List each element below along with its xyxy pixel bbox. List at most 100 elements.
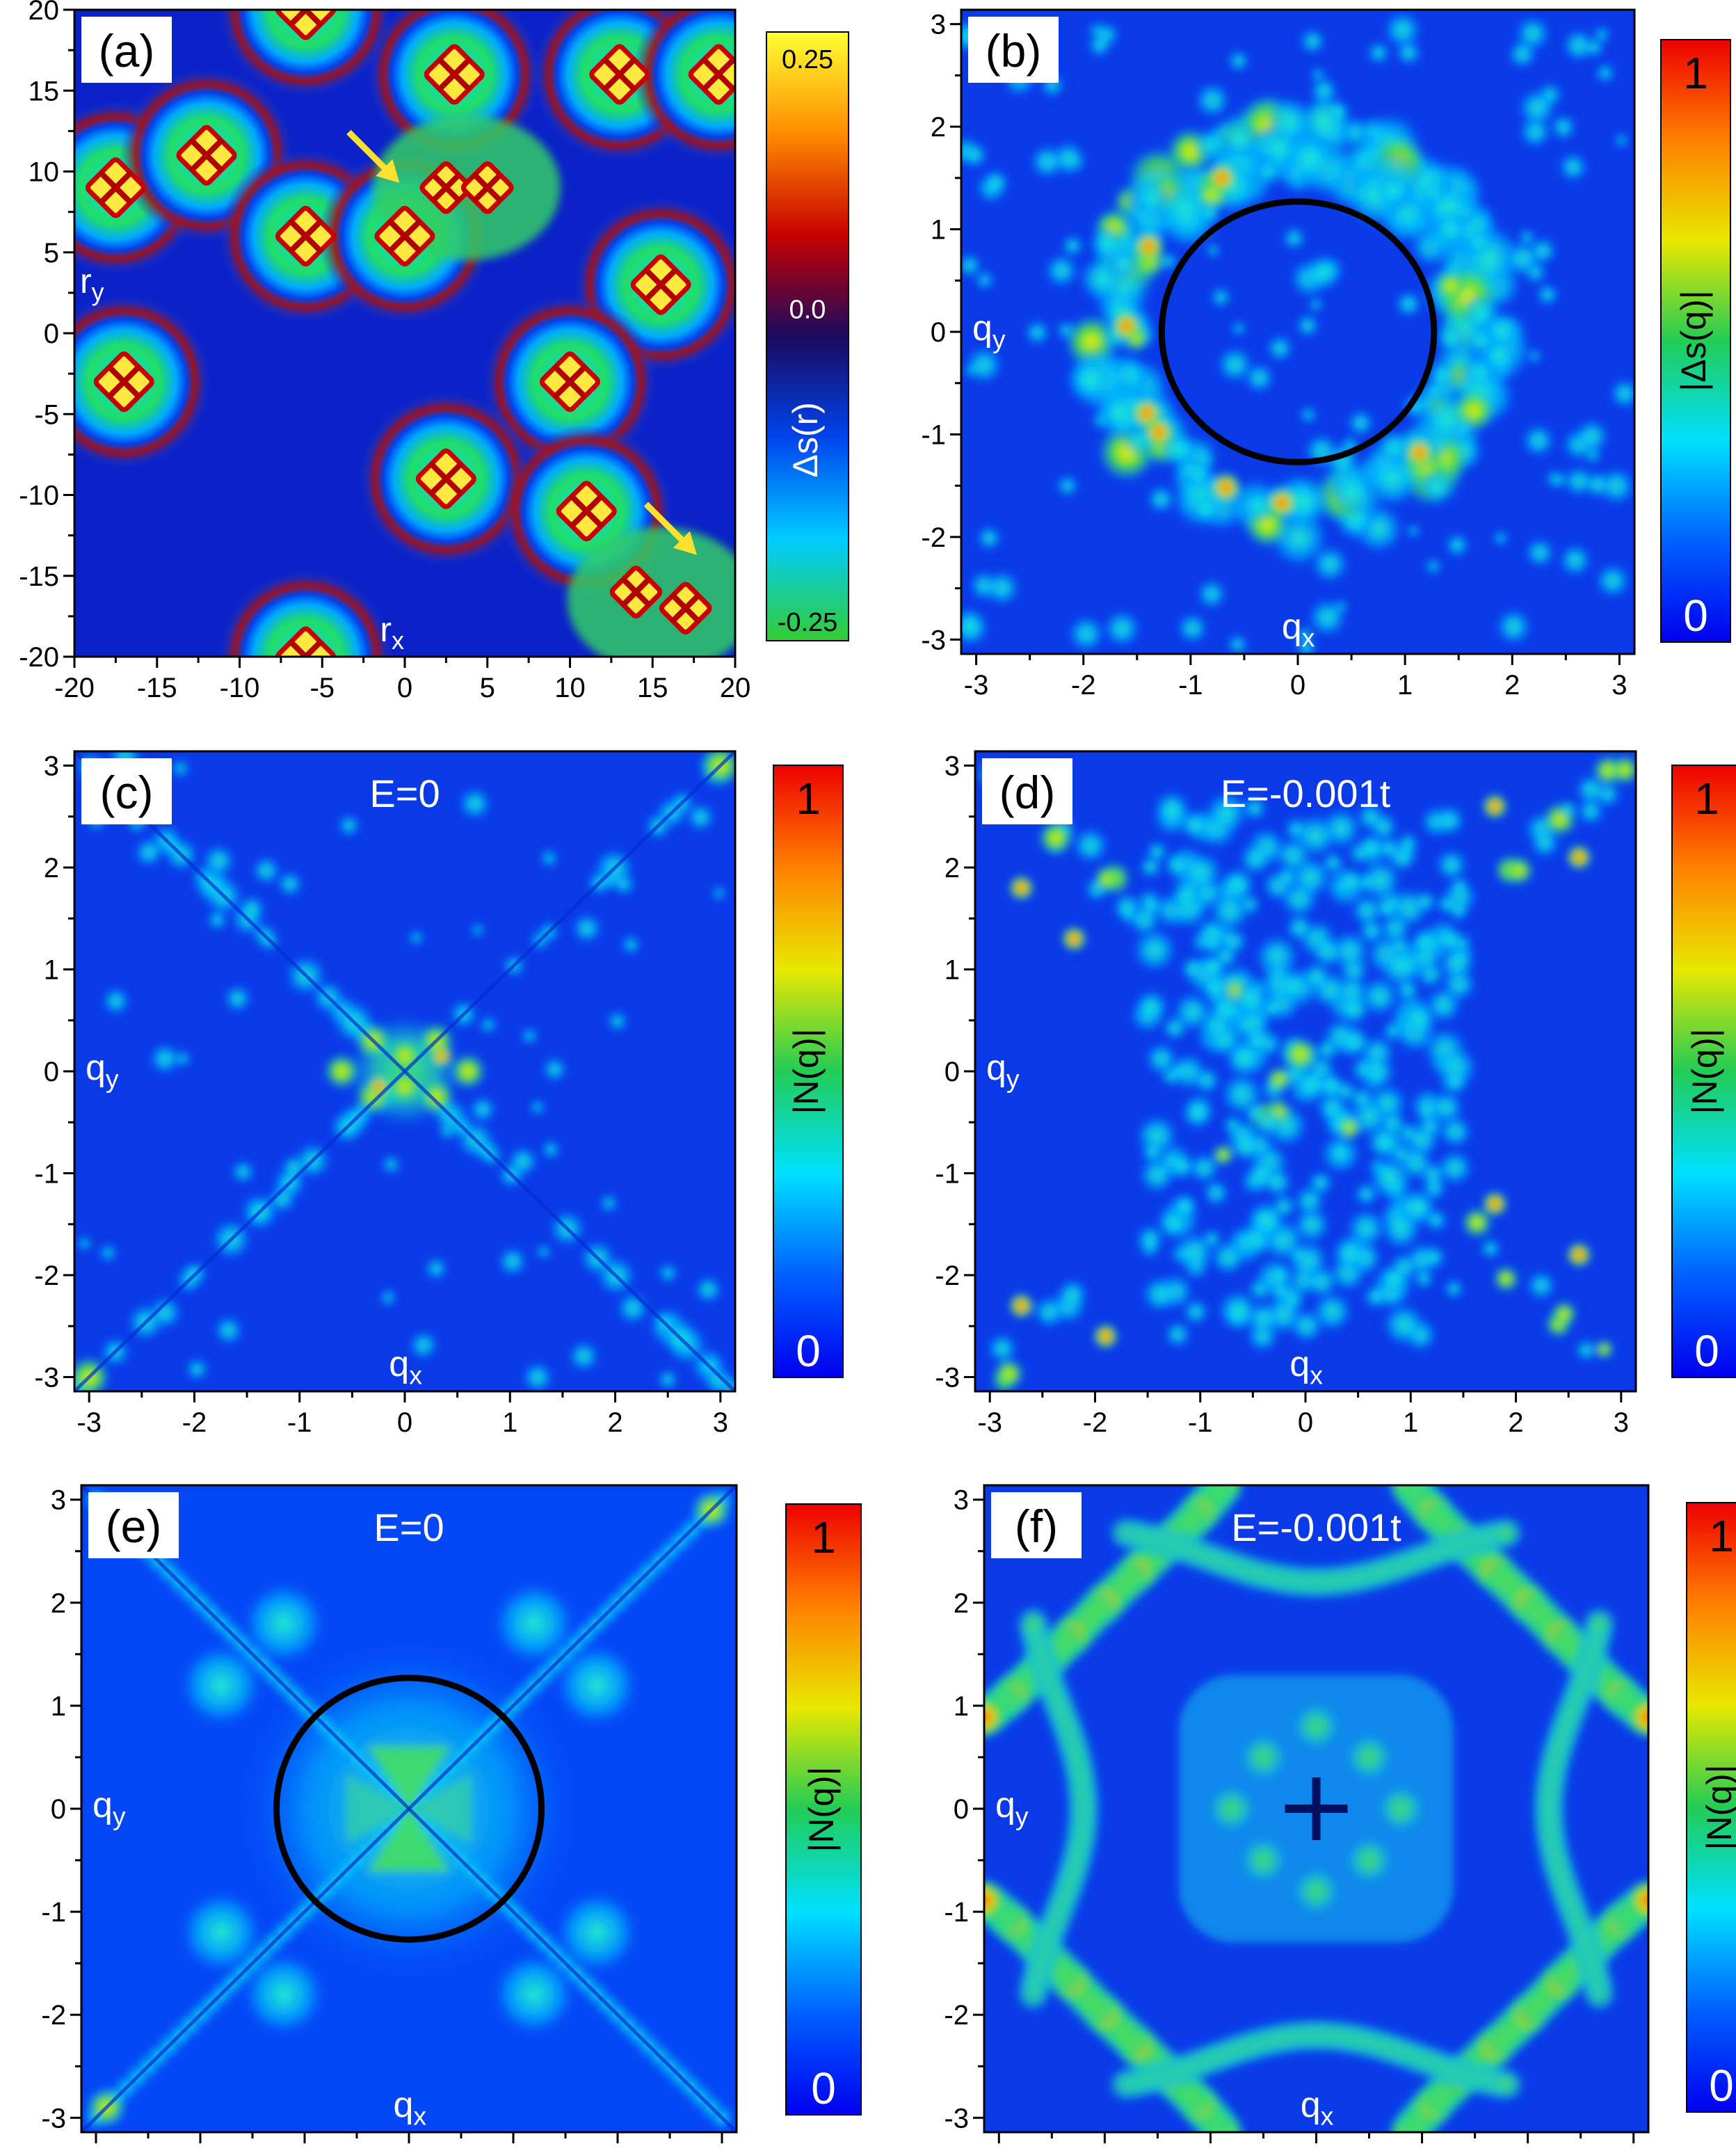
y-axis-label: ry (80, 262, 104, 306)
intensity-spot (984, 1695, 1006, 1740)
intensity-spot (1465, 228, 1493, 256)
y-tick-label: 2 (51, 1588, 66, 1619)
intensity-spot (1092, 412, 1109, 429)
y-tick-label: -2 (34, 1261, 59, 1291)
intensity-spot (987, 1333, 1018, 1364)
intensity-spot (1380, 1265, 1409, 1294)
x-tick-label: 3 (713, 1407, 728, 1438)
intensity-spot (268, 1185, 296, 1213)
intensity-spot (1072, 827, 1109, 864)
intensity-spot (1495, 609, 1532, 645)
intensity-spot (1134, 180, 1169, 215)
intensity-spot (424, 1257, 448, 1280)
x-tick-label: 3 (1626, 2148, 1641, 2151)
dimer-core (659, 582, 712, 635)
intensity-spot (1493, 530, 1509, 546)
impurity-core (275, 10, 336, 40)
impurity-core (589, 44, 650, 105)
intensity-spot (1380, 1208, 1422, 1250)
x-tick-label: -20 (54, 673, 95, 703)
x-tick-label: -1 (1188, 1407, 1213, 1438)
intensity-field (961, 11, 1634, 654)
intensity-spot (1288, 1245, 1309, 1265)
panel-label-box (968, 17, 1059, 83)
intensity-spot (1363, 1284, 1388, 1309)
intensity-spot (536, 1244, 552, 1260)
intensity-spot (1277, 970, 1309, 1002)
colorbar-label: |N(q)| (1685, 1028, 1724, 1114)
intensity-spot (962, 142, 988, 168)
intensity-spot (1435, 849, 1468, 881)
intensity-spot (1325, 99, 1350, 125)
colorbar-tick-label: 1 (1694, 774, 1719, 824)
panel-f: -3 -2 -1 0 1 2 3 -3 -2 -1 0 1 2 3 1 0 |N(q)| (f) E=-0.001t… (944, 1484, 1736, 2151)
intensity-spot (984, 1878, 1006, 1923)
colorbar-tick-label: 1 (796, 774, 821, 824)
reference-circle (273, 1674, 545, 1943)
intensity-spot (1171, 1060, 1191, 1081)
intensity-spot (703, 1366, 733, 1391)
diagonal-node-line (81, 1485, 737, 2132)
intensity-spot (1303, 254, 1342, 292)
intensity-spot (418, 1078, 455, 1115)
intensity-spot (1626, 1878, 1648, 1923)
intensity-field (984, 1485, 1648, 2132)
intensity-spot (1292, 1867, 1340, 1915)
intensity-spot (1266, 1263, 1292, 1288)
intensity-spot (1424, 381, 1444, 399)
x-axis-label: rx (380, 610, 404, 655)
panel-label: (a) (99, 25, 155, 77)
y-tick-label: 2 (44, 853, 59, 883)
intensity-spot (1522, 424, 1555, 457)
y-tick-label: 10 (29, 157, 60, 188)
intensity-spot (1224, 1040, 1262, 1078)
diagonal-node-line (74, 751, 735, 1391)
x-tick-label: 1 (1414, 2148, 1429, 2151)
intensity-spot (1203, 1179, 1230, 1206)
intensity-spot (1338, 993, 1371, 1025)
intensity-spot (408, 929, 424, 946)
intensity-spot (409, 1331, 438, 1360)
intensity-spot (1345, 1733, 1393, 1781)
intensity-spot (387, 1068, 423, 1105)
reference-circle (1158, 198, 1438, 465)
y-tick-label: -2 (41, 2000, 66, 2031)
intensity-spot (1376, 835, 1401, 861)
intensity-spot (1383, 11, 1422, 49)
panel-label-box (81, 758, 172, 824)
colorbar-label: |Δs(q)| (1674, 290, 1713, 391)
intensity-spot (1361, 1055, 1395, 1089)
intensity-spot (1242, 489, 1276, 522)
impurity-core (556, 481, 617, 542)
colorbar (1661, 40, 1730, 642)
intensity-spot (1493, 1265, 1520, 1293)
intensity-spot (1507, 39, 1537, 69)
intensity-spot (572, 913, 602, 943)
intensity-spot (1526, 1270, 1557, 1300)
x-tick-label: 0 (1308, 2148, 1324, 2151)
y-tick-label: 15 (29, 76, 60, 106)
x-tick-label: 0 (397, 673, 412, 703)
intensity-spot (1230, 1130, 1262, 1162)
intensity-spot (1299, 406, 1317, 424)
intensity-spot (1030, 144, 1065, 179)
intensity-spot (1433, 804, 1465, 836)
intensity-spot (1132, 928, 1178, 973)
intensity-spot (179, 1643, 263, 1727)
intensity-spot (1008, 1293, 1034, 1318)
intensity-spot (1168, 1153, 1196, 1181)
dimer-core (460, 161, 514, 214)
intensity-spot (1527, 349, 1542, 364)
y-tick-label: 1 (931, 215, 946, 246)
intensity-spot (1282, 1036, 1319, 1073)
intensity-spot (1422, 1176, 1447, 1201)
intensity-spot (1438, 945, 1475, 982)
x-tick-label: 0 (1298, 1407, 1313, 1438)
y-tick-label: -3 (34, 1362, 59, 1393)
y-tick-label: 1 (51, 1691, 66, 1722)
colorbar-label: |N(q)| (1700, 1764, 1736, 1850)
intensity-spot (1285, 913, 1314, 943)
intensity-spot (1550, 114, 1577, 141)
intensity-spot (1575, 774, 1607, 806)
intensity-spot (1068, 616, 1104, 653)
